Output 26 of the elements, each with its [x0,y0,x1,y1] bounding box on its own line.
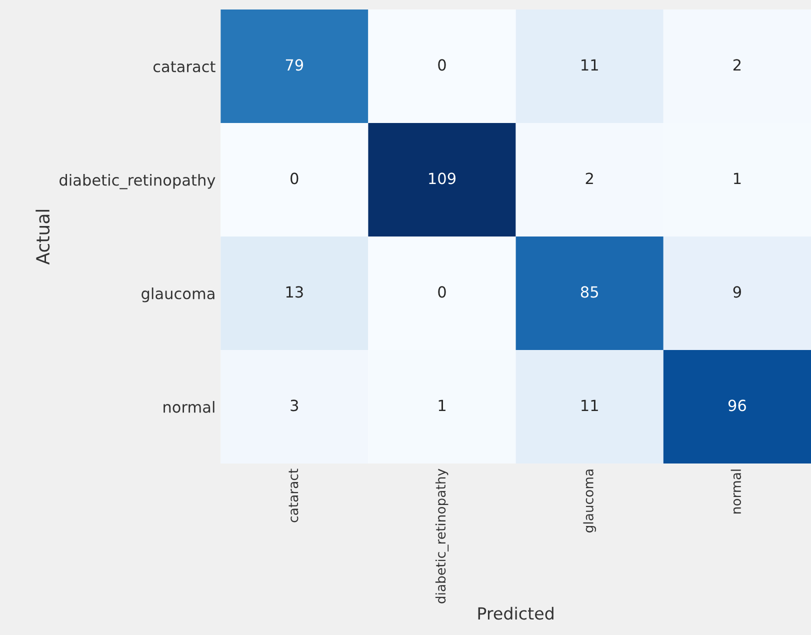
data-label: 2 [733,59,741,70]
y-tick-label: cataract [153,61,216,72]
data-label: 9 [733,286,741,298]
x-tick-label: diabetic_retinopathy [435,468,449,604]
data-label: 1 [734,172,741,184]
data-label: 0 [290,172,298,184]
data-label: 109 [429,172,456,184]
data-label: 79 [286,59,304,71]
data-label: 3 [290,400,298,412]
data-label: 2 [586,172,593,184]
data-label: 13 [286,286,303,298]
data-label: 11 [582,400,598,412]
x-tick-label: normal [730,470,742,514]
data-label: 0 [438,59,446,71]
y-axis-title: Actual [36,210,50,265]
data-label: 85 [580,286,598,298]
data-label: 0 [438,286,446,298]
x-axis-title: Predicted [478,606,554,620]
y-tick-label: glaucoma [142,287,214,302]
y-tick-label: normal [164,400,214,413]
y-tick-label: diabetic_retinopathy [60,174,216,190]
data-label: 96 [728,400,746,412]
data-label: 11 [582,59,598,70]
data-label: 1 [438,400,446,412]
x-tick-label: glaucoma [583,470,596,532]
x-tick-label: cataract [288,468,298,522]
